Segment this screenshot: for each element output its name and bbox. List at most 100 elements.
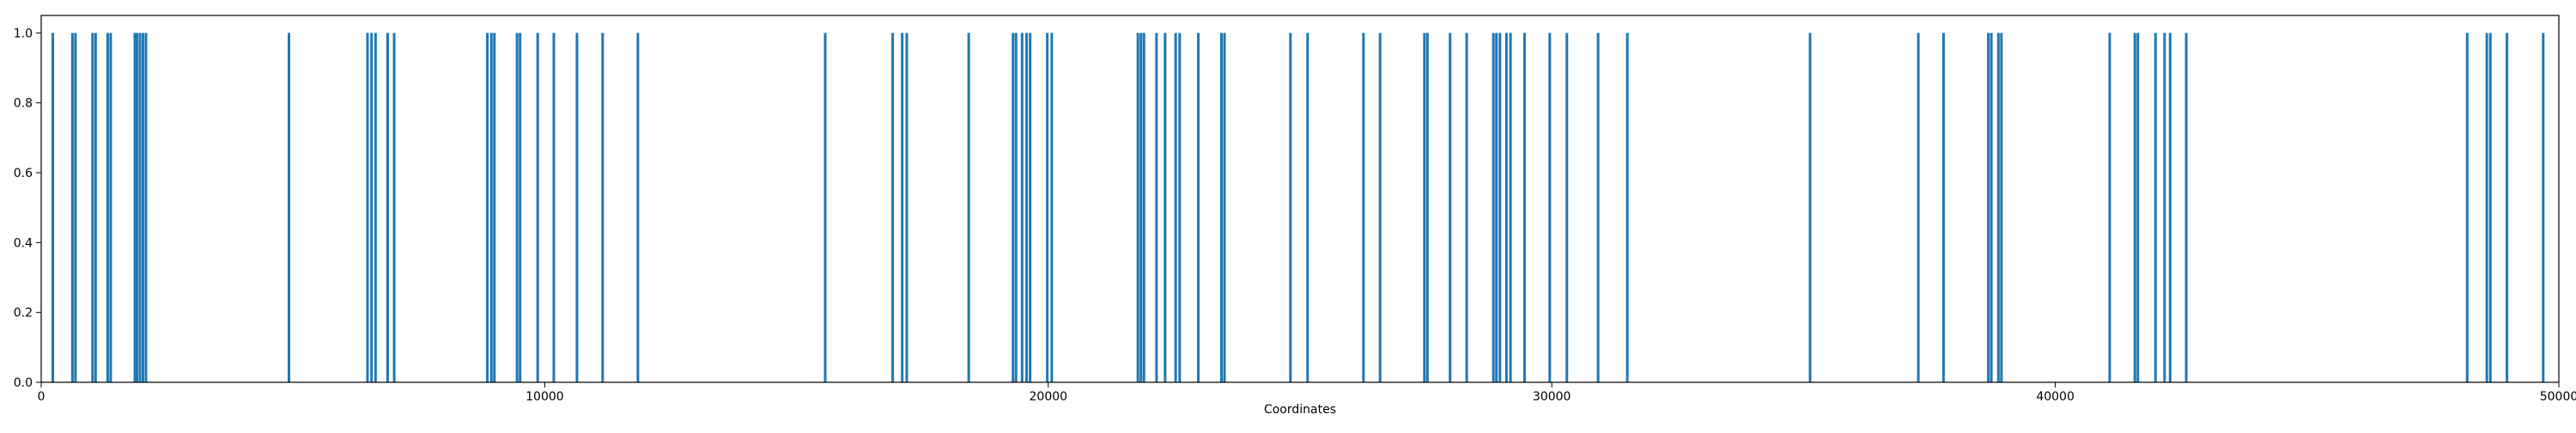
bar bbox=[1197, 33, 1200, 382]
bar bbox=[2163, 33, 2166, 382]
bar bbox=[1495, 33, 1498, 382]
bar bbox=[370, 33, 374, 382]
bar bbox=[1990, 33, 1993, 382]
bar bbox=[1014, 33, 1018, 382]
bar bbox=[636, 33, 640, 382]
bar bbox=[489, 33, 493, 382]
axes-layer bbox=[40, 15, 2560, 383]
bar bbox=[519, 33, 522, 382]
y-tick-label: 0.6 bbox=[14, 167, 33, 180]
bar bbox=[2168, 33, 2172, 382]
bar bbox=[1808, 33, 1812, 382]
bar bbox=[1425, 33, 1429, 382]
bar bbox=[109, 33, 112, 382]
bar bbox=[901, 33, 904, 382]
bar bbox=[1492, 33, 1495, 382]
bar bbox=[374, 33, 377, 382]
bar bbox=[1178, 33, 1182, 382]
bar bbox=[2136, 33, 2140, 382]
bar bbox=[1941, 33, 1945, 382]
bar bbox=[1020, 33, 1024, 382]
x-tick-label: 0 bbox=[38, 390, 46, 404]
bar bbox=[905, 33, 908, 382]
bar bbox=[493, 33, 496, 382]
bar bbox=[1306, 33, 1309, 382]
bar bbox=[1917, 33, 1920, 382]
bar bbox=[138, 33, 142, 382]
bar bbox=[74, 33, 77, 382]
x-tick-label: 30000 bbox=[1533, 390, 1571, 404]
bar bbox=[1289, 33, 1292, 382]
bar bbox=[536, 33, 539, 382]
bar bbox=[1012, 33, 1015, 382]
bar bbox=[1423, 33, 1426, 382]
bar bbox=[1548, 33, 1552, 382]
bar bbox=[601, 33, 605, 382]
bar bbox=[1987, 33, 1990, 382]
bar bbox=[1449, 33, 1452, 382]
bar bbox=[486, 33, 489, 382]
bar bbox=[2506, 33, 2509, 382]
y-tick-label: 0.8 bbox=[14, 97, 33, 111]
bar bbox=[2465, 33, 2469, 382]
bar bbox=[1504, 33, 1508, 382]
x-tick-label: 50000 bbox=[2540, 390, 2576, 404]
bar bbox=[2184, 33, 2188, 382]
y-tick-label: 1.0 bbox=[14, 27, 33, 40]
bar bbox=[133, 33, 137, 382]
bar bbox=[141, 33, 144, 382]
bar bbox=[1378, 33, 1382, 382]
bar bbox=[1223, 33, 1226, 382]
bar bbox=[967, 33, 970, 382]
x-axis-label: Coordinates bbox=[1264, 403, 1336, 417]
bar bbox=[106, 33, 109, 382]
bar bbox=[1136, 33, 1139, 382]
bar bbox=[1362, 33, 1365, 382]
bar bbox=[1155, 33, 1158, 382]
bar bbox=[135, 33, 138, 382]
bar bbox=[1163, 33, 1167, 382]
bar bbox=[823, 33, 827, 382]
bar bbox=[2154, 33, 2157, 382]
bar bbox=[891, 33, 895, 382]
bar bbox=[1029, 33, 1032, 382]
bar bbox=[1050, 33, 1054, 382]
bar bbox=[1996, 33, 2000, 382]
bar bbox=[386, 33, 389, 382]
bar bbox=[91, 33, 94, 382]
x-tick-label: 10000 bbox=[526, 390, 564, 404]
bar bbox=[552, 33, 556, 382]
bar bbox=[1220, 33, 1224, 382]
x-tick-label: 20000 bbox=[1030, 390, 1068, 404]
bar bbox=[2485, 33, 2488, 382]
bar bbox=[1565, 33, 1569, 382]
bars-layer bbox=[51, 33, 2545, 382]
bar bbox=[70, 33, 74, 382]
ticks-layer: 0 10000 20000 30000 40000 50000 0.0 0.2 0.4 0.6 0.… bbox=[14, 27, 2576, 404]
bar bbox=[144, 33, 148, 382]
bar bbox=[2108, 33, 2111, 382]
bar bbox=[1625, 33, 1629, 382]
x-tick-label: 40000 bbox=[2036, 390, 2075, 404]
bar bbox=[1139, 33, 1143, 382]
y-tick-label: 0.4 bbox=[14, 236, 33, 250]
bar bbox=[1174, 33, 1177, 382]
bar bbox=[1465, 33, 1468, 382]
bar bbox=[51, 33, 54, 382]
axes-frame bbox=[40, 15, 2560, 383]
y-tick-label: 0.2 bbox=[14, 307, 33, 320]
bar bbox=[1596, 33, 1600, 382]
bar bbox=[1509, 33, 1512, 382]
bar bbox=[1025, 33, 1029, 382]
bar bbox=[575, 33, 579, 382]
bar bbox=[392, 33, 396, 382]
bar bbox=[1523, 33, 1527, 382]
bar bbox=[1046, 33, 1049, 382]
bar bbox=[2000, 33, 2003, 382]
bar bbox=[1498, 33, 1502, 382]
bar bbox=[1142, 33, 1145, 382]
bar bbox=[515, 33, 519, 382]
bar bbox=[2488, 33, 2492, 382]
